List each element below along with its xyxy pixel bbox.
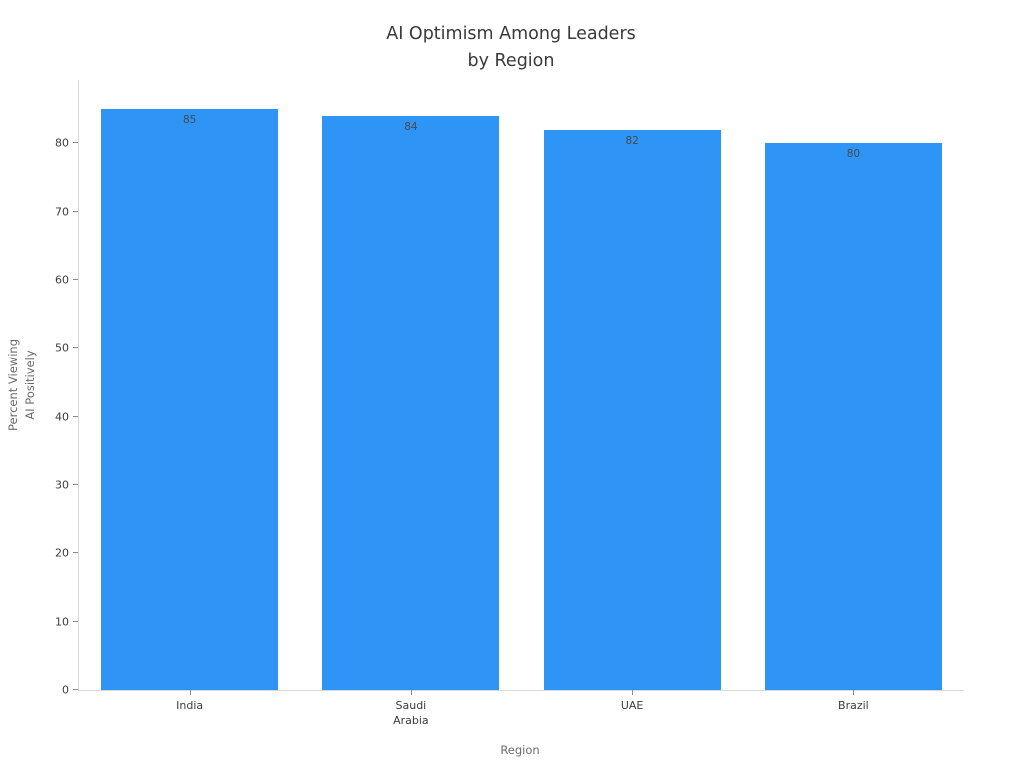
- x-tick-label-line: Saudi: [395, 699, 427, 712]
- chart-title-line-2: by Region: [467, 51, 555, 71]
- y-axis-title-line-1: Percent Viewing: [6, 339, 20, 431]
- x-tick-mark: [189, 690, 191, 695]
- x-tick-label-uae: UAE: [621, 698, 644, 713]
- x-tick-mark: [853, 690, 855, 695]
- y-tick-mark-10: [73, 620, 78, 622]
- bar-value-label: 82: [625, 134, 639, 147]
- x-tick-mark: [410, 690, 412, 695]
- y-tick-label-70: 70: [55, 205, 69, 219]
- chart-title-line-1: AI Optimism Among Leaders: [386, 24, 636, 44]
- y-tick-label-0: 0: [62, 683, 69, 697]
- plot-area: 0 10 20 30 40 50 60 70 80 85 India 84 Saudi Arabia 82 U…: [55, 80, 964, 727]
- x-tick-label-brazil: Brazil: [838, 698, 869, 713]
- y-tick-mark-70: [73, 210, 78, 212]
- y-tick-mark-0: [73, 689, 78, 690]
- bar-value-label: 80: [846, 148, 861, 161]
- x-tick-label-line: Brazil: [838, 699, 869, 712]
- y-axis-title-line-2: AI Positively: [23, 350, 37, 420]
- x-tick-mark: [632, 690, 634, 695]
- bar-brazil: 80: [764, 143, 942, 690]
- x-tick-label-line: Arabia: [393, 714, 429, 727]
- bar-uae: 82: [543, 129, 721, 690]
- y-tick-label-60: 60: [55, 273, 69, 287]
- y-tick-label-10: 10: [55, 615, 69, 629]
- y-tick-label-80: 80: [55, 136, 69, 150]
- x-axis-title: Region: [500, 743, 540, 757]
- y-tick-mark-40: [73, 415, 78, 417]
- y-tick-label-30: 30: [55, 478, 69, 492]
- y-tick-mark-50: [73, 347, 78, 349]
- bar-value-label: 84: [404, 120, 418, 133]
- bar-value-label: 85: [182, 114, 197, 127]
- x-tick-label-line: UAE: [620, 699, 644, 712]
- y-tick-label-20: 20: [55, 546, 69, 560]
- y-axis-title: Percent Viewing AI Positively: [5, 339, 39, 431]
- y-tick-mark-30: [73, 483, 78, 485]
- y-tick-mark-80: [73, 142, 78, 144]
- x-tick-label-line: India: [176, 699, 204, 712]
- x-tick-label-saudi-arabia: Saudi Arabia: [393, 698, 429, 728]
- chart-title: AI Optimism Among Leaders by Region: [0, 21, 1022, 75]
- bar-saudi-arabia: 84: [322, 115, 500, 690]
- y-tick-label-50: 50: [55, 341, 69, 355]
- y-tick-mark-60: [73, 278, 78, 280]
- x-tick-label-india: India: [176, 698, 203, 713]
- y-tick-mark-20: [73, 552, 78, 554]
- bar-india: 85: [101, 109, 279, 690]
- y-tick-label-40: 40: [55, 410, 69, 424]
